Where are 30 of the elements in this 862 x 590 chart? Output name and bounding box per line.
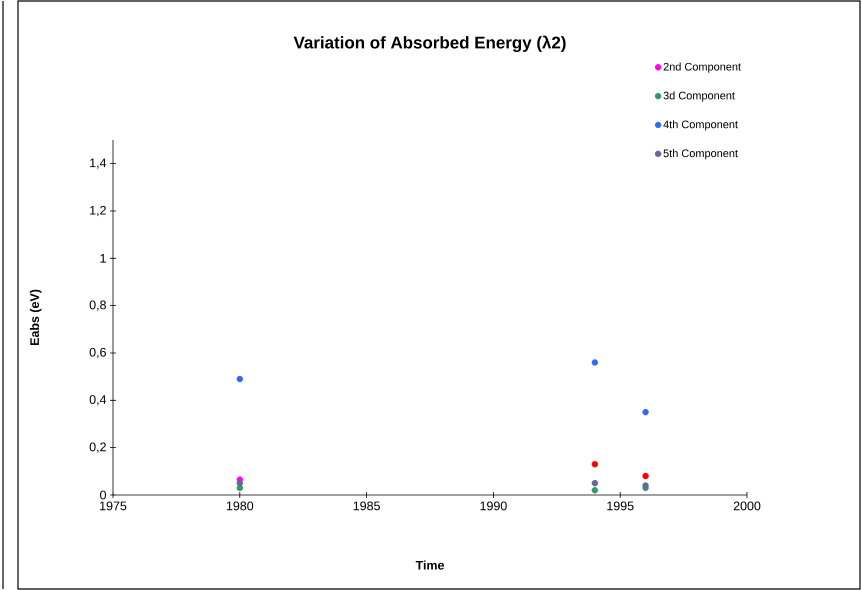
point: [592, 359, 598, 366]
point: [642, 472, 649, 480]
y-tick-label: 0,6: [90, 348, 106, 358]
legend-label: 4th Component: [663, 120, 738, 130]
x-tick-label: 1990: [480, 502, 507, 510]
x-tick-label: 1985: [354, 502, 380, 510]
y-tick-label: 1,2: [90, 206, 106, 216]
x-tick-label: 1975: [100, 502, 126, 510]
legend-label: 2nd Component: [664, 62, 741, 73]
y-tick-label: 0,2: [90, 442, 106, 453]
point: [592, 461, 598, 468]
x-tick-label: 2000: [734, 502, 760, 510]
point: [642, 482, 649, 489]
y-axis-title: Eabs (eV): [30, 290, 42, 346]
x-axis-title: Time: [416, 560, 444, 570]
point: [236, 480, 244, 486]
legend-label: 3d Component: [664, 91, 735, 102]
point: [592, 487, 598, 494]
point: [236, 376, 244, 382]
y-tick-label: 1: [100, 254, 106, 263]
x-tick-label: 1995: [607, 502, 634, 510]
y-tick-label: 0: [100, 490, 106, 500]
point: [592, 480, 598, 486]
y-tick-label: 1,4: [90, 158, 106, 169]
chart-title: Variation of Absorbed Energy (λ2): [294, 36, 566, 52]
legend-label: 5th Component: [664, 149, 738, 160]
y-tick-label: 0,4: [90, 395, 106, 406]
y-tick-label: 0,8: [90, 300, 106, 311]
x-tick-label: 1980: [226, 502, 254, 510]
point: [642, 408, 649, 416]
